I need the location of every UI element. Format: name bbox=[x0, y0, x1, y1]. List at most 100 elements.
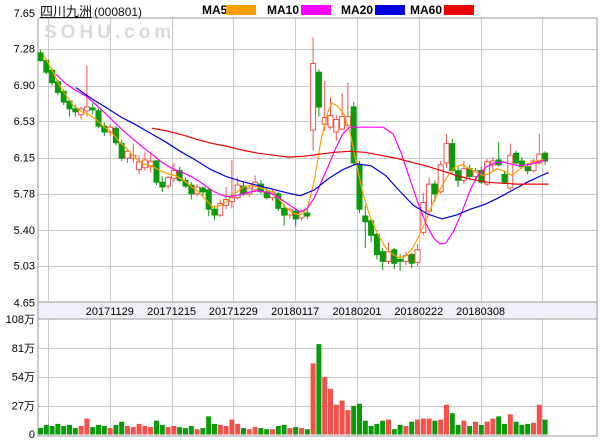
volume-bar bbox=[304, 429, 310, 435]
chart-header: 四川九洲 (000801) MA5 MA10 MA20 MA60 bbox=[0, 1, 600, 19]
volume-bar bbox=[136, 423, 142, 435]
volume-bar bbox=[507, 414, 513, 435]
volume-bar bbox=[84, 418, 90, 435]
candle bbox=[310, 37, 317, 151]
volume-bar bbox=[397, 424, 403, 435]
volume-bar bbox=[362, 420, 368, 435]
candle-body bbox=[165, 176, 172, 187]
volume-bar bbox=[531, 422, 536, 435]
volume-bar bbox=[368, 426, 374, 435]
candle-body bbox=[60, 91, 67, 103]
volume-bar bbox=[241, 428, 246, 435]
candle-body bbox=[524, 166, 531, 172]
candle bbox=[176, 166, 183, 183]
volume-bar bbox=[351, 405, 357, 435]
candle-body bbox=[147, 160, 154, 168]
volume-bar bbox=[61, 426, 67, 435]
candle bbox=[292, 208, 299, 227]
candle-body bbox=[362, 215, 369, 223]
volume-bar bbox=[206, 416, 212, 435]
candle bbox=[223, 187, 230, 210]
candle-body bbox=[507, 154, 514, 189]
volume-bar bbox=[490, 418, 496, 435]
stock-name-link[interactable]: 四川九洲 bbox=[40, 4, 93, 19]
candle bbox=[211, 205, 218, 220]
price-tick-label: 6.53 bbox=[14, 116, 35, 128]
candle bbox=[373, 230, 380, 260]
candle-body bbox=[443, 143, 450, 164]
candle-body bbox=[460, 168, 467, 181]
ma5-swatch bbox=[226, 5, 256, 15]
volume-bar bbox=[345, 410, 351, 435]
sohu-watermark: SOHU.com bbox=[44, 22, 176, 43]
candle-body bbox=[379, 251, 386, 262]
candle bbox=[188, 182, 195, 200]
date-tick-label: 20180308 bbox=[456, 306, 505, 318]
volume-bar bbox=[444, 404, 449, 435]
volume-bar bbox=[90, 427, 96, 435]
candle bbox=[78, 106, 85, 120]
volume-tick-label: 108万 bbox=[6, 314, 35, 326]
volume-bar bbox=[107, 428, 113, 435]
legend-label-ma10: MA10 bbox=[267, 3, 300, 17]
candle bbox=[275, 191, 282, 212]
volume-bar bbox=[229, 419, 235, 435]
date-tick-label: 20180222 bbox=[394, 306, 443, 318]
volume-bar bbox=[461, 420, 467, 435]
volume-tick-label: 81万 bbox=[12, 343, 35, 355]
volume-bar bbox=[281, 424, 287, 435]
candle bbox=[518, 157, 525, 169]
candle-body bbox=[414, 249, 421, 263]
candle bbox=[507, 143, 514, 190]
volume-bar bbox=[96, 424, 101, 435]
volume-bar bbox=[293, 427, 299, 435]
candle-body bbox=[339, 116, 346, 130]
legend-label-ma60: MA60 bbox=[410, 3, 443, 17]
candle bbox=[281, 203, 288, 226]
volume-bar bbox=[426, 418, 432, 435]
date-tick-label: 20171229 bbox=[209, 306, 258, 318]
volume-tick-label: 0 bbox=[29, 429, 35, 440]
volume-bar bbox=[252, 427, 258, 435]
volume-bar bbox=[275, 426, 281, 435]
volume-bar bbox=[49, 426, 55, 435]
volume-bar bbox=[148, 427, 154, 435]
volume-bar bbox=[432, 420, 438, 435]
volume-bar bbox=[542, 419, 548, 435]
volume-bar bbox=[200, 428, 206, 435]
candle bbox=[333, 114, 340, 141]
volume-panel-frame bbox=[37, 318, 598, 437]
volume-bar bbox=[420, 418, 426, 435]
candle bbox=[124, 148, 131, 163]
candle bbox=[37, 50, 44, 62]
legend-label-ma20: MA20 bbox=[341, 3, 374, 17]
volume-bar bbox=[299, 428, 304, 435]
candle-body bbox=[49, 69, 56, 84]
candle-body bbox=[281, 207, 288, 216]
candle-body bbox=[478, 170, 485, 183]
volume-bar bbox=[496, 416, 502, 435]
volume-bar bbox=[478, 424, 484, 435]
candle bbox=[159, 176, 166, 192]
volume-bar bbox=[264, 429, 270, 435]
price-tick-label: 7.65 bbox=[14, 8, 35, 20]
ma5-line bbox=[42, 54, 546, 259]
candle bbox=[426, 177, 433, 214]
candle bbox=[408, 252, 415, 269]
candle bbox=[513, 150, 520, 165]
volume-bar bbox=[142, 426, 148, 435]
ma10-line bbox=[55, 73, 546, 245]
candle-body bbox=[72, 108, 79, 113]
candle-body bbox=[136, 161, 143, 171]
legend-label-ma5: MA5 bbox=[202, 3, 228, 17]
candle-body bbox=[542, 152, 549, 162]
candle bbox=[460, 161, 467, 185]
candle-body bbox=[95, 110, 102, 127]
candle bbox=[147, 154, 154, 173]
volume-bar bbox=[113, 424, 119, 435]
candle bbox=[443, 133, 450, 168]
volume-bar bbox=[438, 419, 444, 435]
candle-body bbox=[536, 153, 543, 164]
candle-body bbox=[315, 71, 322, 108]
candle-body bbox=[530, 160, 537, 172]
